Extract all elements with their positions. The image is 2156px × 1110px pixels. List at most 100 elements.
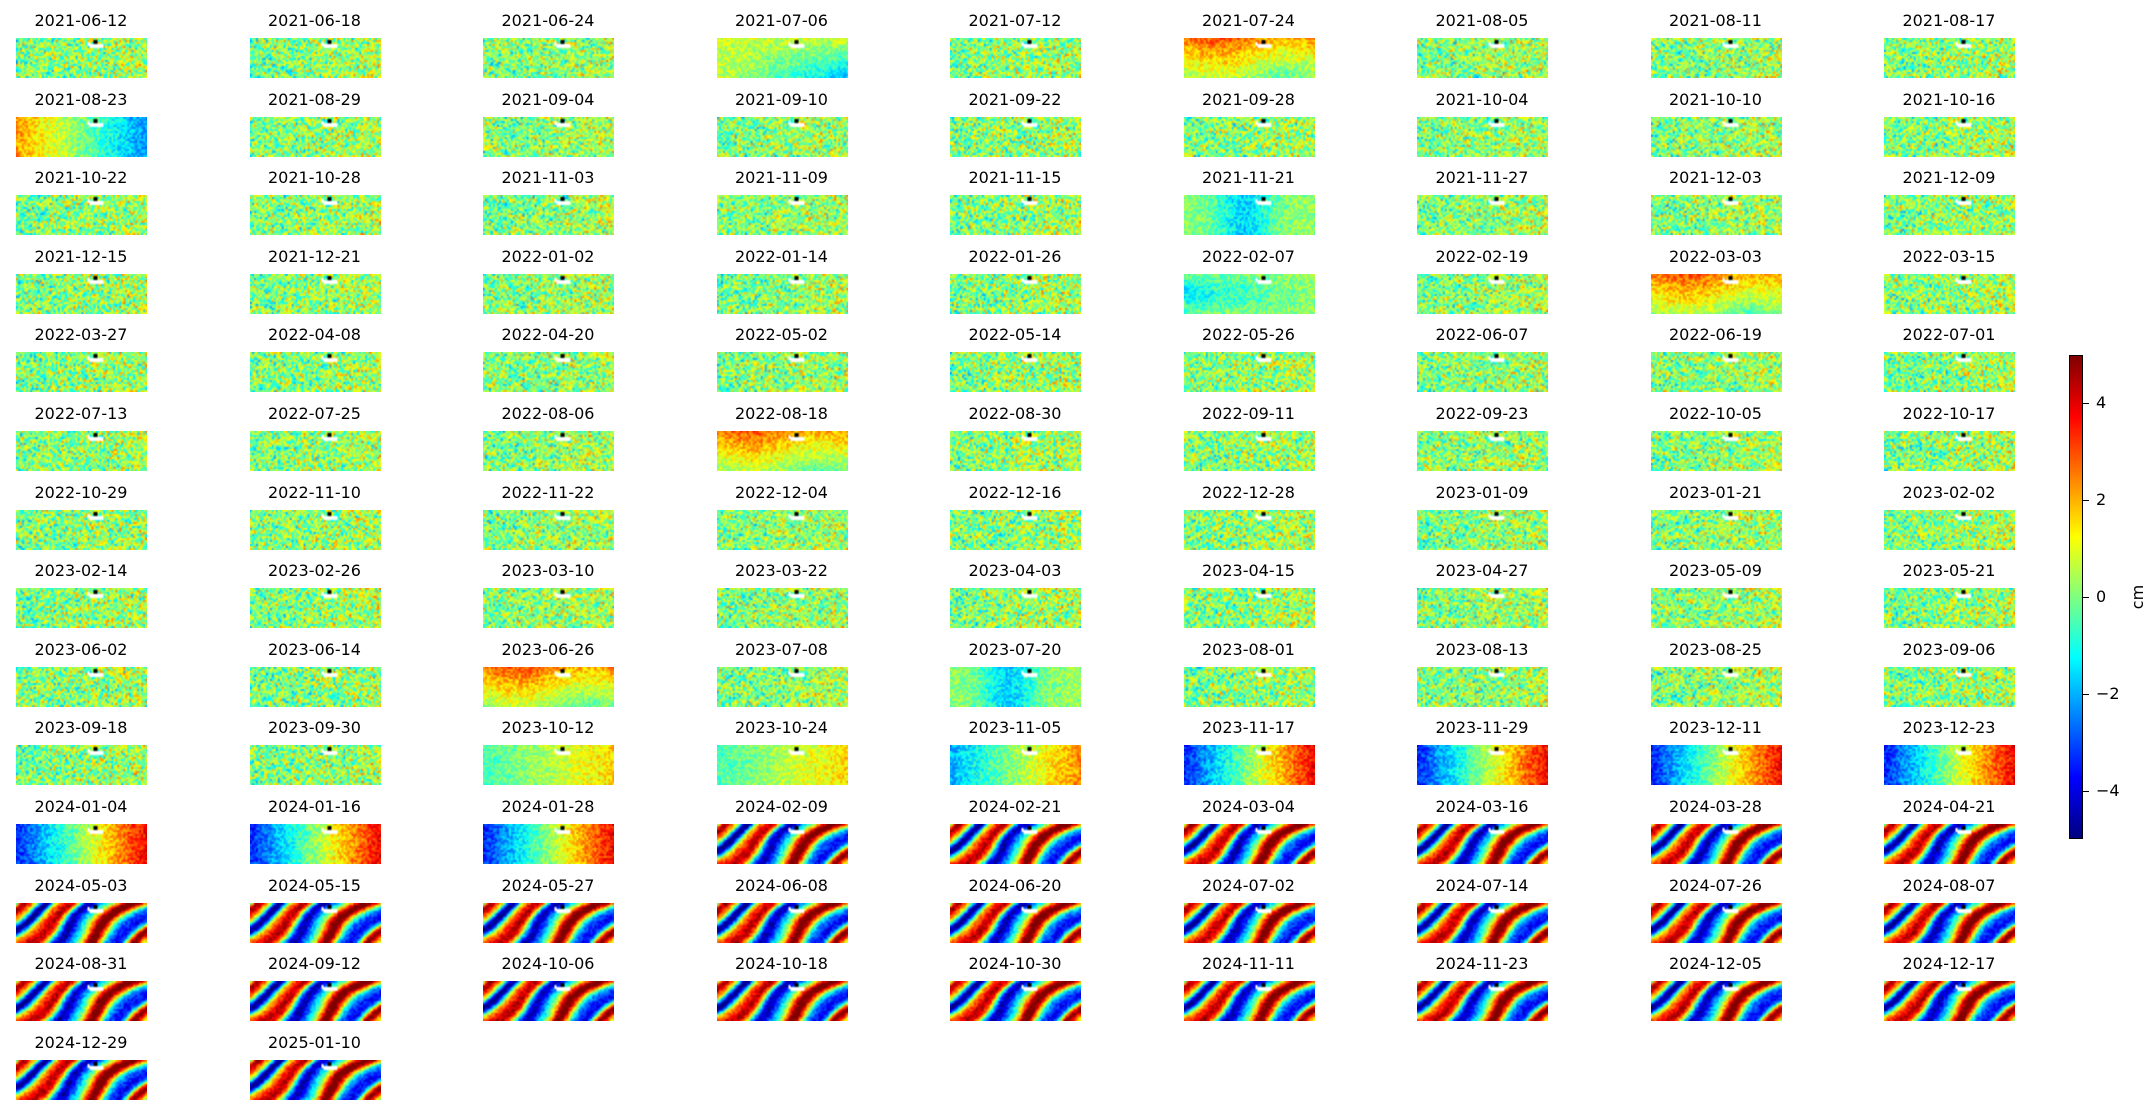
panel-date-label: 2024-05-27 <box>501 875 595 895</box>
displacement-map <box>716 38 848 78</box>
panel-date-label: 2023-06-26 <box>501 639 595 659</box>
displacement-map <box>1650 509 1782 550</box>
interferogram-panel: 2021-07-06 <box>701 11 921 81</box>
panel-date-label: 2024-09-12 <box>268 954 361 974</box>
interferogram-panel: 2022-11-10 <box>234 483 454 553</box>
interferogram-panel: 2022-07-01 <box>1868 325 2088 395</box>
interferogram-panel: 2021-10-04 <box>1401 90 1621 160</box>
displacement-map <box>483 824 614 864</box>
colorbar-tick-label: 4 <box>2096 393 2107 412</box>
panel-date-label: 2021-09-22 <box>968 89 1062 109</box>
displacement-map <box>16 116 147 157</box>
panel-date-label: 2022-01-26 <box>968 246 1062 266</box>
displacement-map <box>483 588 614 629</box>
interferogram-panel: 2023-07-20 <box>934 640 1154 710</box>
displacement-map <box>1884 902 2015 943</box>
panel-date-label: 2021-10-04 <box>1435 89 1529 109</box>
interferogram-panel: 2024-02-09 <box>701 797 921 867</box>
interferogram-panel: 2023-02-02 <box>1868 483 2088 553</box>
displacement-map <box>1650 588 1782 629</box>
panel-date-label: 2022-01-02 <box>501 246 595 266</box>
displacement-map <box>1884 352 2015 393</box>
panel-date-label: 2021-12-15 <box>34 246 128 266</box>
displacement-map <box>1417 981 1548 1022</box>
panel-date-label: 2022-08-06 <box>501 404 595 423</box>
panel-date-label: 2023-07-08 <box>735 639 828 659</box>
panel-date-label: 2022-07-25 <box>268 404 361 423</box>
interferogram-panel: 2024-01-28 <box>467 797 687 867</box>
displacement-map <box>716 666 848 707</box>
interferogram-panel: 2021-09-10 <box>701 90 921 160</box>
interferogram-panel: 2023-06-02 <box>0 640 220 710</box>
interferogram-panel: 2022-06-19 <box>1635 325 1855 395</box>
panel-date-label: 2024-02-09 <box>735 797 828 816</box>
panel-date-label: 2023-09-06 <box>1902 639 1996 659</box>
panel-date-label: 2023-05-21 <box>1902 561 1996 581</box>
interferogram-panel: 2024-02-21 <box>934 797 1154 867</box>
colorbar-tick <box>2083 597 2089 598</box>
displacement-map <box>16 509 147 550</box>
colorbar-tick-label: 0 <box>2096 587 2107 606</box>
interferogram-panel: 2023-05-21 <box>1868 561 2088 631</box>
panel-date-label: 2021-11-15 <box>968 168 1062 188</box>
interferogram-panel: 2024-04-21 <box>1868 797 2088 867</box>
displacement-map <box>1650 981 1782 1022</box>
interferogram-panel: 2022-03-27 <box>0 325 220 395</box>
panel-date-label: 2021-11-09 <box>735 168 828 188</box>
displacement-map <box>249 352 381 393</box>
panel-date-label: 2024-02-21 <box>968 797 1062 816</box>
panel-date-label: 2021-07-06 <box>735 11 828 30</box>
panel-date-label: 2024-04-21 <box>1902 797 1996 816</box>
displacement-map <box>483 981 614 1022</box>
displacement-map <box>483 666 614 707</box>
displacement-map <box>1417 745 1548 786</box>
displacement-map <box>950 509 1081 550</box>
interferogram-panel: 2022-10-05 <box>1635 404 1855 474</box>
displacement-map <box>716 273 848 314</box>
interferogram-panel: 2021-09-28 <box>1168 90 1388 160</box>
panel-date-label: 2024-12-05 <box>1669 954 1762 974</box>
displacement-map <box>1417 38 1548 78</box>
interferogram-panel: 2023-06-14 <box>234 640 454 710</box>
interferogram-panel: 2021-09-04 <box>467 90 687 160</box>
interferogram-panel: 2024-03-04 <box>1168 797 1388 867</box>
panel-date-label: 2021-12-09 <box>1902 168 1996 188</box>
displacement-map <box>716 981 848 1022</box>
displacement-map <box>950 745 1081 786</box>
panel-date-label: 2022-07-01 <box>1902 325 1996 345</box>
panel-date-label: 2023-03-10 <box>501 561 595 581</box>
interferogram-panel: 2024-12-29 <box>0 1033 220 1103</box>
panel-date-label: 2023-08-25 <box>1669 639 1762 659</box>
interferogram-panel: 2023-09-06 <box>1868 640 2088 710</box>
colorbar-tick-label: −4 <box>2096 781 2120 800</box>
panel-date-label: 2022-03-03 <box>1669 246 1762 266</box>
interferogram-panel: 2022-10-29 <box>0 483 220 553</box>
interferogram-panel: 2024-03-28 <box>1635 797 1855 867</box>
displacement-map <box>1183 981 1315 1022</box>
panel-date-label: 2024-05-15 <box>268 875 361 895</box>
displacement-map <box>716 116 848 157</box>
interferogram-panel: 2024-08-07 <box>1868 876 2088 946</box>
panel-date-label: 2022-12-28 <box>1202 482 1295 502</box>
displacement-map <box>1650 902 1782 943</box>
panel-date-label: 2024-07-14 <box>1435 875 1529 895</box>
displacement-map <box>1183 352 1315 393</box>
displacement-map <box>1650 745 1782 786</box>
panel-date-label: 2023-02-26 <box>268 561 361 581</box>
interferogram-panel: 2022-01-02 <box>467 247 687 317</box>
interferogram-panel: 2024-03-16 <box>1401 797 1621 867</box>
displacement-map <box>1650 431 1782 471</box>
interferogram-panel: 2021-12-15 <box>0 247 220 317</box>
panel-date-label: 2022-06-19 <box>1669 325 1762 345</box>
displacement-map <box>1650 116 1782 157</box>
displacement-map <box>483 38 614 78</box>
displacement-map <box>950 273 1081 314</box>
interferogram-panel: 2022-07-25 <box>234 404 454 474</box>
displacement-map <box>249 116 381 157</box>
displacement-map <box>950 902 1081 943</box>
panel-date-label: 2023-12-11 <box>1669 718 1762 738</box>
interferogram-panel: 2021-11-09 <box>701 168 921 238</box>
displacement-map <box>950 431 1081 471</box>
interferogram-panel: 2024-05-27 <box>467 876 687 946</box>
panel-date-label: 2022-05-14 <box>968 325 1062 345</box>
